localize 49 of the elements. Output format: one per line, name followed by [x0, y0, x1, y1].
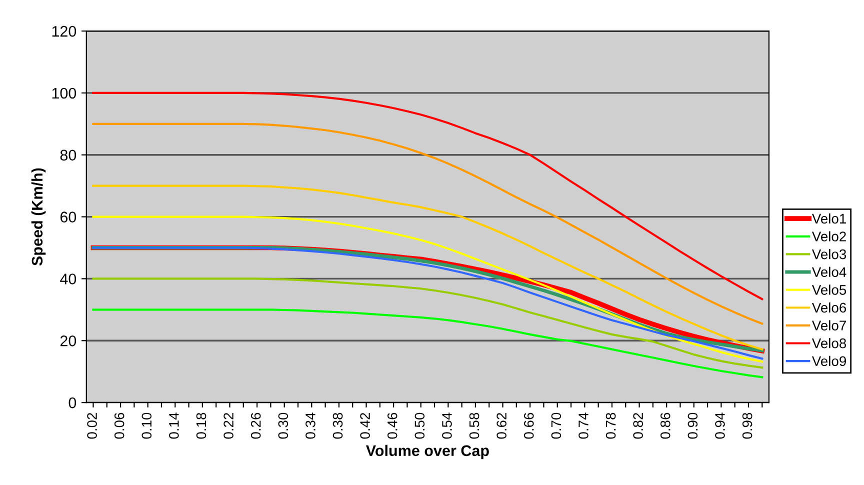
x-tick-label: 0.74: [578, 412, 588, 439]
y-tick-label: 120: [52, 26, 76, 37]
x-tick-label: 0.18: [196, 412, 206, 439]
legend-label: Velo6: [812, 302, 846, 313]
y-tick-label: 60: [60, 212, 76, 222]
legend-label: Velo5: [812, 284, 846, 295]
x-tick-label: 0.66: [524, 412, 534, 439]
line-series: [92, 278, 764, 369]
line-series: [92, 92, 764, 300]
x-tick-label: 0.82: [633, 412, 643, 439]
line-series: [92, 184, 764, 350]
line-series: [92, 308, 764, 378]
x-tick-label: 0.30: [278, 412, 288, 439]
x-tick-label: 0.38: [332, 412, 343, 439]
x-tick-label: 0.26: [250, 412, 261, 439]
x-tick-label: 0.02: [87, 412, 97, 439]
line-series: [92, 216, 764, 363]
y-tick-label: 20: [60, 336, 76, 346]
x-tick-label: 0.78: [606, 412, 616, 439]
x-tick-label: 0.94: [715, 412, 725, 439]
x-tick-label: 0.90: [688, 412, 698, 439]
y-axis-title: Speed (Km/h): [31, 168, 46, 266]
x-tick-label: 0.22: [224, 412, 234, 439]
x-tick-label: 0.50: [414, 412, 425, 439]
legend-label: Velo2: [812, 231, 846, 242]
legend-label: Velo1: [812, 213, 846, 224]
x-tick-label: 0.46: [387, 412, 398, 439]
y-tick-label: 0: [68, 397, 76, 408]
x-tick-label: 0.86: [660, 412, 670, 439]
line-series: [92, 122, 764, 325]
x-tick-label: 0.14: [169, 412, 179, 439]
legend-label: Velo4: [812, 266, 846, 278]
y-tick-label: 40: [60, 274, 76, 284]
y-tick-label: 80: [60, 150, 76, 161]
legend-label: Velo9: [812, 356, 846, 366]
x-tick-label: 0.06: [114, 412, 124, 439]
y-tick-label: 100: [52, 88, 76, 99]
legend-label: Velo7: [812, 320, 846, 330]
x-axis-title: Volume over Cap: [366, 444, 489, 460]
x-tick-label: 0.62: [496, 412, 506, 439]
x-tick-label: 0.70: [551, 412, 562, 439]
x-tick-label: 0.42: [360, 412, 370, 439]
x-tick-label: 0.98: [742, 412, 752, 439]
x-tick-label: 0.34: [306, 412, 316, 439]
x-tick-label: 0.58: [469, 412, 480, 439]
legend-label: Velo8: [812, 338, 846, 348]
legend-label: Velo3: [812, 249, 846, 260]
x-tick-label: 0.54: [442, 412, 452, 439]
x-tick-label: 0.10: [142, 412, 152, 439]
